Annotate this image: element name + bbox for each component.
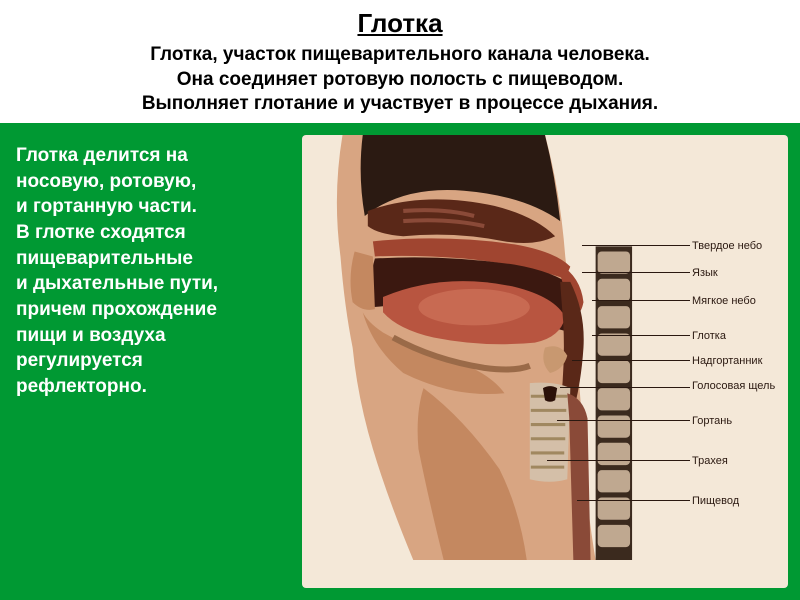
leader-line xyxy=(582,272,690,273)
anatomy-label: Твердое небо xyxy=(692,240,762,252)
anatomy-label: Пищевод xyxy=(692,495,739,507)
anatomy-label: Трахея xyxy=(692,455,728,467)
desc-line: В глотке сходятся xyxy=(16,220,288,246)
glottis xyxy=(543,386,557,402)
lips xyxy=(351,252,375,310)
leader-line xyxy=(592,300,690,301)
anatomy-diagram: Твердое небо Язык Мягкое небо Глотка Надгорт… xyxy=(302,135,788,588)
anatomy-label: Гортань xyxy=(692,415,732,427)
page-title: Глотка xyxy=(20,8,780,39)
anatomy-label: Голосовая щель xyxy=(692,380,775,392)
content-area: Глотка делится на носовую, ротовую, и го… xyxy=(0,123,800,600)
header: Глотка Глотка, участок пищеварительного … xyxy=(0,0,800,123)
subtitle-line: Глотка, участок пищеварительного канала … xyxy=(150,44,650,65)
desc-line: пищи и воздуха xyxy=(16,323,288,349)
desc-line: и дыхательные пути, xyxy=(16,271,288,297)
desc-line: рефлекторно. xyxy=(16,374,288,400)
desc-line: Глотка делится на xyxy=(16,143,288,169)
leader-line xyxy=(592,335,690,336)
anatomy-label: Мягкое небо xyxy=(692,295,756,307)
subtitle-line: Она соединяет ротовую полость с пищеводо… xyxy=(177,69,623,90)
anatomy-label: Язык xyxy=(692,267,718,279)
desc-line: и гортанную части. xyxy=(16,194,288,220)
anatomy-label: Надгортанник xyxy=(692,355,762,367)
tongue-highlight xyxy=(418,289,529,325)
leader-line xyxy=(577,500,690,501)
desc-line: пищеварительные xyxy=(16,246,288,272)
anatomy-label: Глотка xyxy=(692,330,726,342)
desc-line: носовую, ротовую, xyxy=(16,169,288,195)
subtitle-line: Выполняет глотание и участвует в процесс… xyxy=(142,93,658,114)
description-panel: Глотка делится на носовую, ротовую, и го… xyxy=(12,135,292,588)
desc-line: регулируется xyxy=(16,348,288,374)
subtitle: Глотка, участок пищеварительного канала … xyxy=(20,43,780,117)
leader-line xyxy=(560,387,690,388)
leader-line xyxy=(582,245,690,246)
leader-line xyxy=(557,420,690,421)
desc-line: причем прохождение xyxy=(16,297,288,323)
slide: Глотка Глотка, участок пищеварительного … xyxy=(0,0,800,600)
leader-line xyxy=(547,460,690,461)
leader-line xyxy=(572,360,690,361)
spine xyxy=(596,246,632,560)
